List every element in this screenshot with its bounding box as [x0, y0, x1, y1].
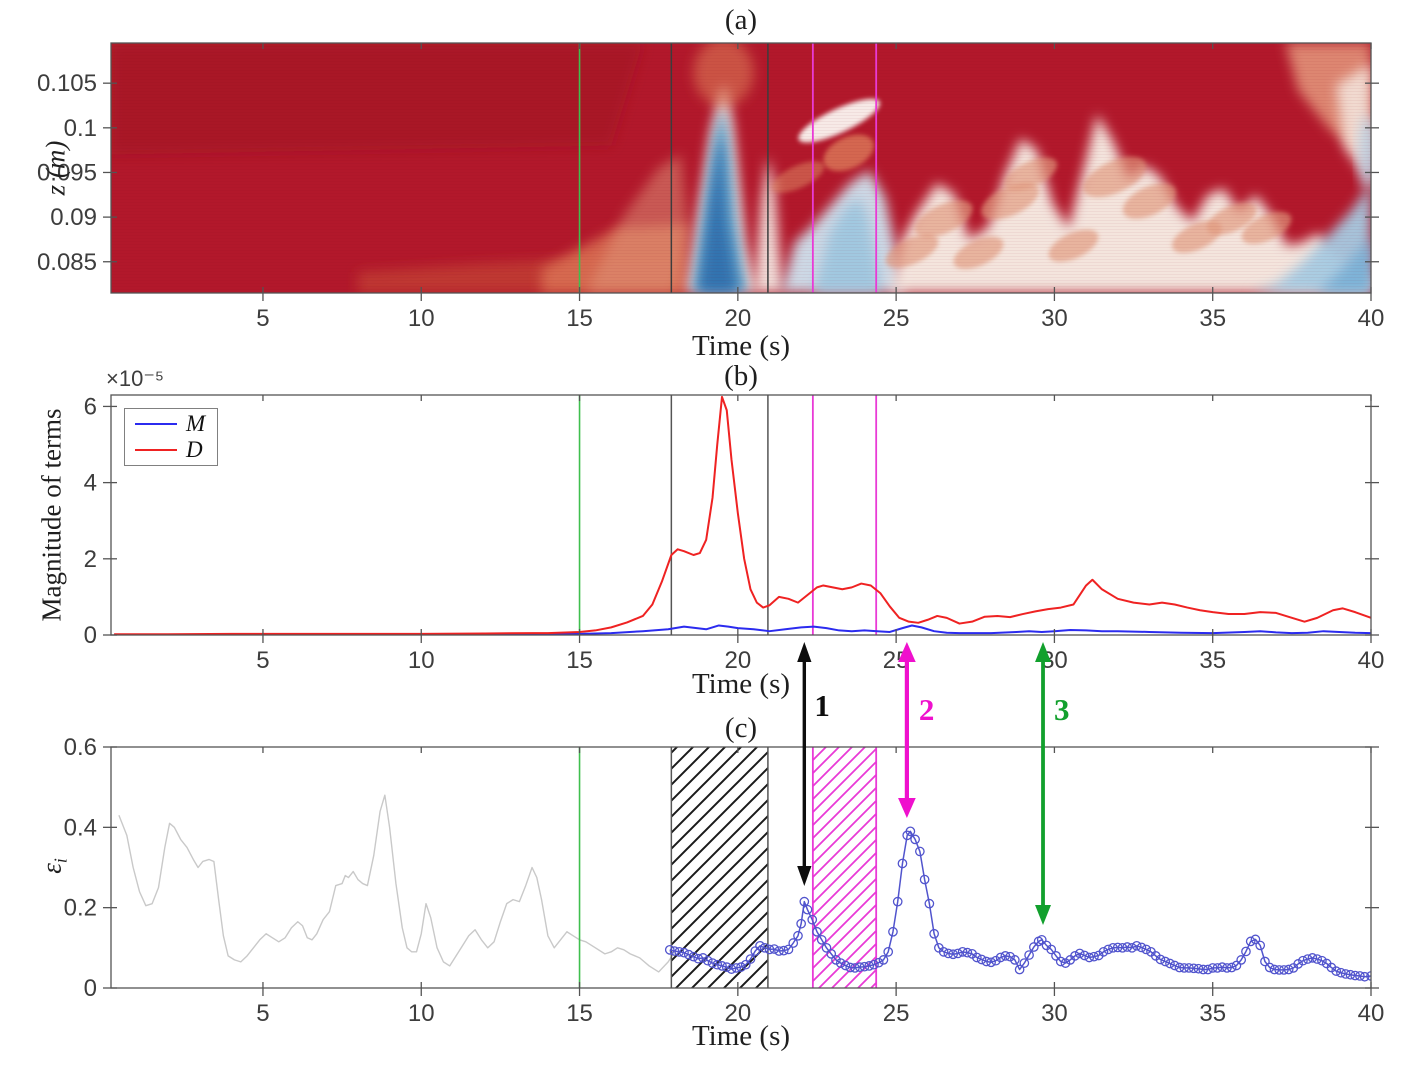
- panel-a-heatmap: [111, 43, 1371, 293]
- svg-text:0.105: 0.105: [37, 70, 97, 97]
- svg-text:20: 20: [724, 647, 751, 674]
- svg-text:5: 5: [256, 1000, 269, 1027]
- svg-text:10: 10: [408, 647, 435, 674]
- svg-text:10: 10: [408, 305, 435, 332]
- panel-c-xaxis-label: Time (s): [691, 1020, 791, 1052]
- svg-text:20: 20: [724, 305, 751, 332]
- svg-text:0.085: 0.085: [37, 249, 97, 276]
- panel-c-yaxis-label: εi: [36, 858, 71, 874]
- epsilon-subscript: i: [50, 858, 71, 864]
- panel-c-ticks: 5 10 15 20 25 30 35 40 0 0.2 0.4 0.6: [64, 734, 1385, 1027]
- svg-text:4: 4: [84, 470, 97, 497]
- hatch-band-2: [812, 747, 877, 988]
- panel-a-border: [110, 42, 1372, 294]
- svg-text:5: 5: [256, 305, 269, 332]
- panel-a-title: (a): [724, 4, 758, 36]
- svg-text:35: 35: [1199, 305, 1226, 332]
- svg-text:25: 25: [883, 1000, 910, 1027]
- legend-line-sample-d: [135, 449, 177, 451]
- svg-text:30: 30: [1041, 305, 1068, 332]
- svg-text:40: 40: [1358, 1000, 1385, 1027]
- svg-text:0.1: 0.1: [64, 115, 97, 142]
- svg-text:15: 15: [566, 1000, 593, 1027]
- svg-text:0: 0: [84, 975, 97, 1002]
- arrow-label-1: 1: [814, 688, 830, 723]
- legend-item-m: M: [125, 411, 217, 437]
- panel-b-yaxis-label: Magnitude of terms: [36, 408, 67, 622]
- panel-a-yaxis-label: z (m): [40, 140, 71, 196]
- svg-text:0.095: 0.095: [37, 159, 97, 186]
- svg-text:15: 15: [566, 647, 593, 674]
- panel-b-xaxis-label: Time (s): [691, 668, 791, 700]
- svg-text:5: 5: [256, 647, 269, 674]
- svg-text:0.09: 0.09: [50, 204, 97, 231]
- arrow-label-3: 3: [1054, 692, 1070, 727]
- legend-item-d: D: [125, 437, 217, 463]
- svg-text:20: 20: [724, 1000, 751, 1027]
- series-epsilon-event-markers: [664, 826, 1371, 982]
- annotation-arrow-1: [797, 642, 812, 886]
- svg-text:0.6: 0.6: [64, 734, 97, 761]
- annotation-arrow-2: [898, 642, 916, 818]
- svg-text:10: 10: [408, 1000, 435, 1027]
- panel-a-ticks: 5 10 15 20 25 30 35 40 0.105 0.1 0.095 0.09 0.085: [37, 43, 1384, 332]
- arrow-label-2: 2: [918, 692, 935, 727]
- legend-label-d: D: [186, 437, 203, 462]
- annotation-arrow-3: [1035, 642, 1052, 925]
- legend-label-m: M: [186, 411, 206, 436]
- panel-b-legend: M D: [124, 408, 218, 466]
- panel-b-title: (b): [724, 360, 758, 392]
- series-M-line: [114, 624, 1371, 635]
- svg-text:0.2: 0.2: [64, 895, 97, 922]
- panel-b-scale-label: ×10⁻⁵: [106, 366, 165, 391]
- panel-a-xaxis-label: Time (s): [691, 330, 791, 362]
- svg-text:0.4: 0.4: [64, 814, 97, 841]
- svg-text:35: 35: [1199, 647, 1226, 674]
- legend-line-sample-m: [135, 423, 177, 425]
- panel-b-border: [110, 394, 1372, 636]
- panel-c-title: (c): [724, 712, 758, 744]
- svg-text:40: 40: [1358, 305, 1385, 332]
- svg-text:6: 6: [84, 393, 97, 420]
- svg-text:35: 35: [1199, 1000, 1226, 1027]
- svg-text:2: 2: [84, 546, 97, 573]
- series-epsilon-pre-line: [118, 794, 676, 973]
- svg-text:30: 30: [1041, 1000, 1068, 1027]
- panel-c-border: [110, 746, 1372, 989]
- svg-text:25: 25: [883, 305, 910, 332]
- series-D-line: [114, 395, 1371, 635]
- svg-text:40: 40: [1358, 647, 1385, 674]
- svg-text:0: 0: [84, 622, 97, 649]
- svg-text:15: 15: [566, 305, 593, 332]
- epsilon-symbol: ε: [36, 863, 67, 874]
